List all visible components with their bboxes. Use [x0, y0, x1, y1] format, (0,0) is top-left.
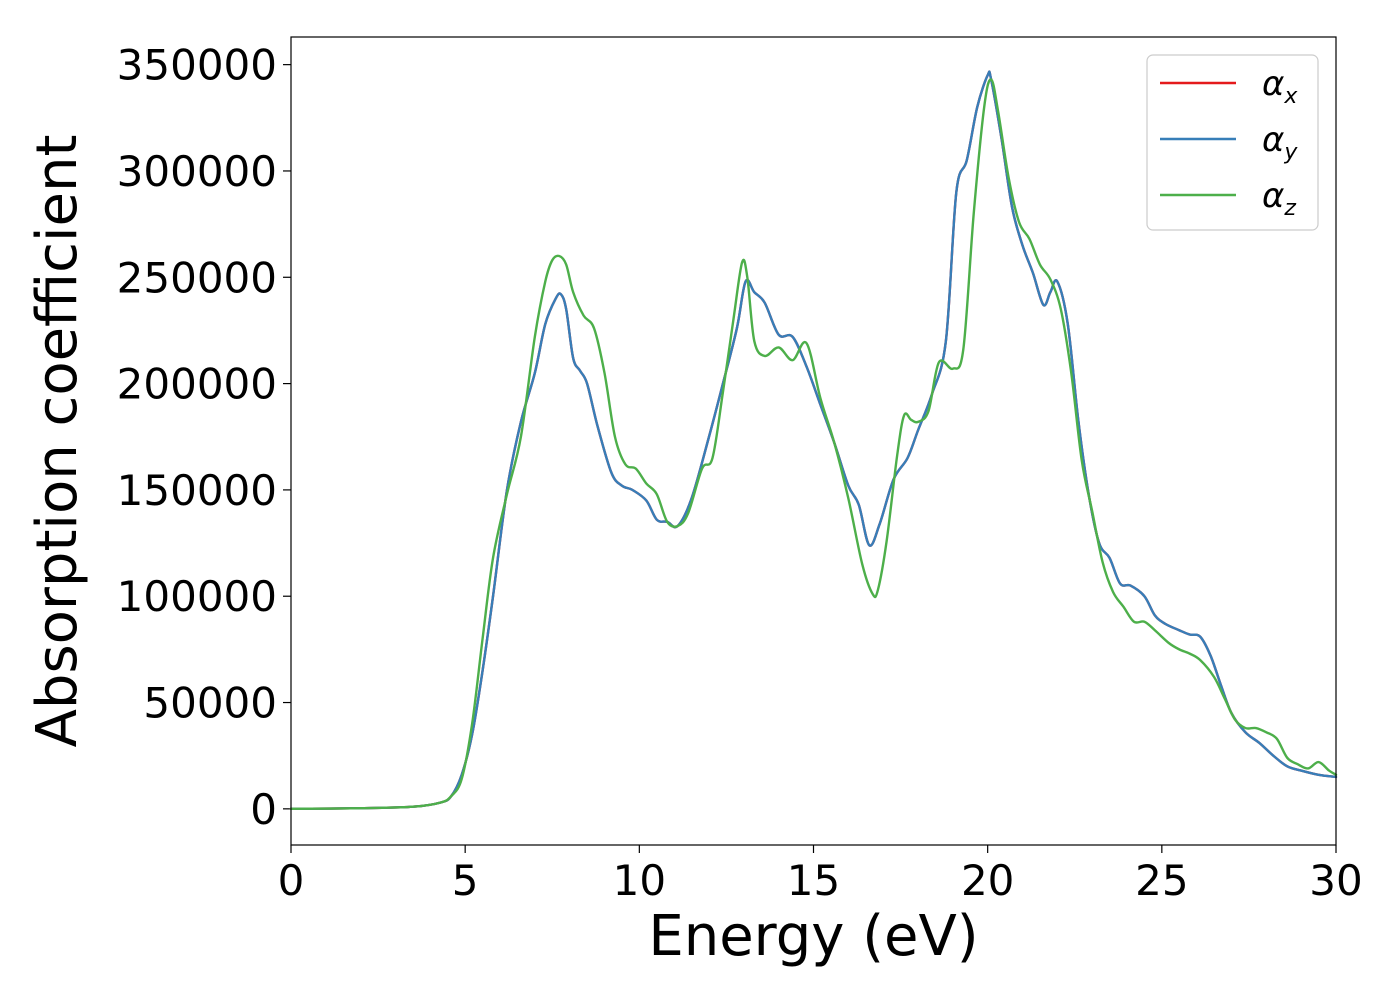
y-axis-label: Absorption coefficient [25, 135, 90, 748]
plot-frame [290, 36, 1337, 846]
x-tick-label: 15 [787, 856, 840, 905]
series-line-y [289, 70, 1338, 811]
y-tick-label: 250000 [117, 253, 277, 302]
x-tick-label: 10 [613, 856, 666, 905]
legend: αx αy αz [1146, 54, 1319, 231]
legend-box [1146, 54, 1319, 231]
x-tick-label: 5 [452, 856, 479, 905]
axis-ticks: 0 5 10 15 20 25 30 0 50000 100000 150000 200000 2500… [117, 41, 1363, 905]
x-tick-label: 20 [961, 856, 1014, 905]
y-tick-label: 50000 [143, 679, 277, 728]
series-line-z [289, 78, 1338, 811]
legend-label-y: αy [1262, 120, 1298, 165]
legend-label-x: αx [1262, 64, 1298, 109]
y-tick-label: 350000 [117, 41, 277, 90]
x-tick-label: 25 [1135, 856, 1188, 905]
y-tick-label: 0 [250, 785, 277, 834]
x-tick-label: 0 [278, 856, 305, 905]
y-tick-label: 150000 [117, 466, 277, 515]
x-tick-label: 30 [1309, 856, 1362, 905]
series-lines [289, 70, 1338, 811]
y-tick-label: 100000 [117, 572, 277, 621]
x-axis-label: Energy (eV) [648, 904, 978, 969]
y-tick-label: 200000 [117, 360, 277, 409]
legend-label-z: αz [1262, 176, 1296, 221]
y-tick-label: 300000 [117, 147, 277, 196]
